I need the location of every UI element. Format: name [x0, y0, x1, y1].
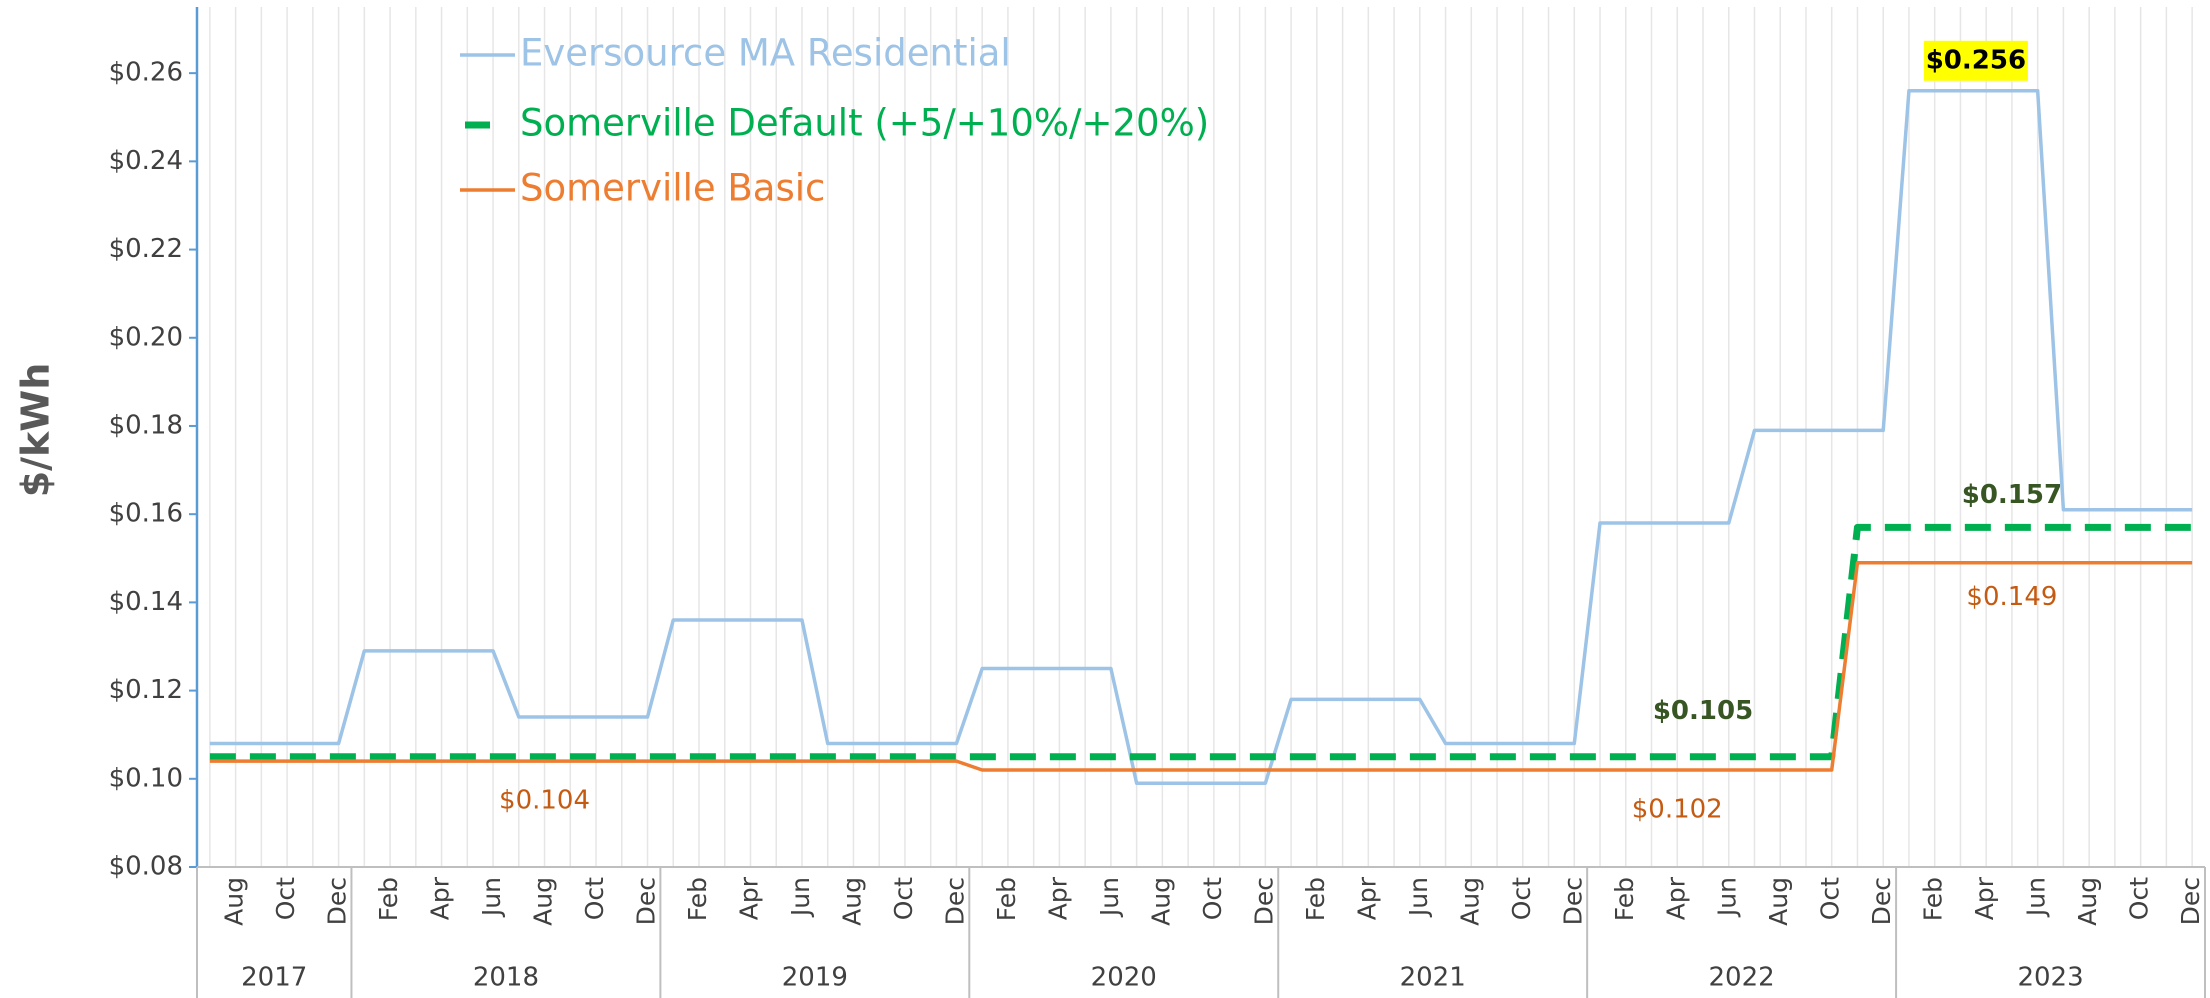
- year-label: 2021: [1400, 963, 1466, 993]
- x-tick-label: Oct: [1507, 877, 1536, 920]
- year-label: 2019: [782, 963, 848, 993]
- y-tick-label: $0.16: [109, 499, 183, 529]
- x-tick-label: Dec: [1558, 877, 1587, 925]
- x-tick-label: Aug: [220, 877, 249, 926]
- legend-label: Somerville Default (+5/+10%/+20%): [520, 102, 1209, 145]
- legend-label: Eversource MA Residential: [520, 32, 1011, 75]
- y-tick-label: $0.08: [109, 852, 183, 882]
- legend-label: Somerville Basic: [520, 167, 825, 210]
- y-axis-label: $/kWh: [14, 363, 58, 498]
- x-tick-label: Aug: [837, 877, 866, 926]
- year-label: 2018: [473, 963, 539, 993]
- y-tick-label: $0.12: [109, 675, 183, 705]
- x-tick-label: Apr: [426, 876, 455, 920]
- x-tick-label: Dec: [940, 877, 969, 925]
- x-tick-label: Jun: [1095, 877, 1124, 918]
- x-tick-label: Jun: [1713, 877, 1742, 918]
- y-tick-label: $0.18: [109, 410, 183, 440]
- x-tick-label: Dec: [1867, 877, 1896, 925]
- x-tick-label: Apr: [734, 876, 763, 920]
- x-tick-label: Jun: [1404, 877, 1433, 918]
- x-tick-label: Dec: [2176, 877, 2205, 925]
- x-tick-label: Aug: [529, 877, 558, 926]
- x-tick-label: Jun: [786, 877, 815, 918]
- x-tick-label: Aug: [2073, 877, 2102, 926]
- annotation: $0.256: [1926, 45, 2026, 75]
- x-tick-label: Aug: [1146, 877, 1175, 926]
- year-label: 2023: [2017, 963, 2083, 993]
- annotation: $0.104: [499, 786, 590, 816]
- x-tick-label: Dec: [323, 877, 352, 925]
- x-tick-label: Oct: [889, 877, 918, 920]
- x-tick-label: Apr: [1352, 876, 1381, 920]
- x-tick-label: Feb: [1919, 877, 1948, 921]
- y-tick-label: $0.10: [109, 763, 183, 793]
- y-tick-label: $0.14: [109, 587, 183, 617]
- x-tick-label: Feb: [683, 877, 712, 921]
- annotation: $0.105: [1653, 696, 1753, 726]
- year-label: 2022: [1709, 963, 1775, 993]
- x-tick-label: Oct: [2125, 877, 2154, 920]
- y-tick-label: $0.20: [109, 322, 183, 352]
- x-tick-label: Oct: [1816, 877, 1845, 920]
- x-tick-label: Feb: [374, 877, 403, 921]
- x-tick-label: Feb: [1301, 877, 1330, 921]
- annotation: $0.149: [1966, 582, 2057, 612]
- x-tick-label: Apr: [1661, 876, 1690, 920]
- y-tick-label: $0.22: [109, 234, 183, 264]
- x-tick-label: Apr: [1970, 876, 1999, 920]
- annotation-highlight: [1923, 40, 2028, 81]
- x-tick-label: Jun: [2022, 877, 2051, 918]
- x-tick-label: Feb: [992, 877, 1021, 921]
- x-tick-label: Aug: [1455, 877, 1484, 926]
- annotation: $0.157: [1962, 480, 2062, 510]
- x-tick-label: Oct: [580, 877, 609, 920]
- x-tick-label: Oct: [271, 877, 300, 920]
- year-label: 2020: [1091, 963, 1157, 993]
- x-tick-label: Dec: [1249, 877, 1278, 925]
- series-line: [209, 560, 2193, 772]
- y-tick-label: $0.26: [109, 58, 183, 88]
- series-line: [209, 523, 2193, 761]
- x-tick-label: Aug: [1764, 877, 1793, 926]
- x-tick-label: Oct: [1198, 877, 1227, 920]
- x-tick-label: Feb: [1610, 877, 1639, 921]
- year-label: 2017: [241, 963, 307, 993]
- annotation: $0.102: [1632, 794, 1723, 824]
- x-tick-label: Dec: [632, 877, 661, 925]
- x-tick-label: Jun: [477, 877, 506, 918]
- series-line: [209, 89, 2193, 785]
- x-tick-label: Apr: [1043, 876, 1072, 920]
- y-tick-label: $0.24: [109, 146, 183, 176]
